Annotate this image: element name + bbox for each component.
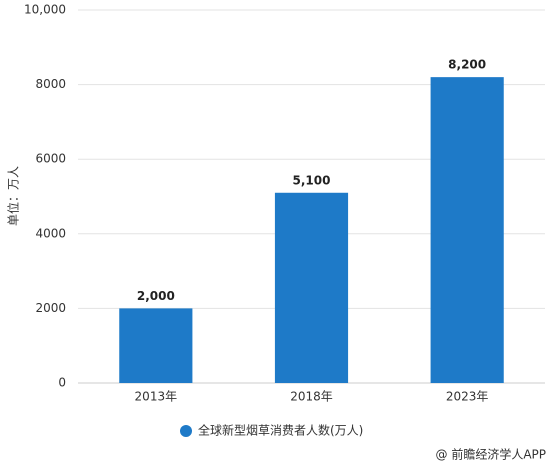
y-tick-label: 6000 bbox=[35, 152, 66, 166]
y-tick-label: 0 bbox=[58, 376, 66, 390]
source: @ 前瞻经济学人APP bbox=[436, 447, 547, 462]
value-label: 8,200 bbox=[448, 58, 486, 72]
x-tick-label: 2013年 bbox=[135, 390, 178, 404]
legend-marker bbox=[180, 425, 192, 437]
bar bbox=[119, 308, 193, 383]
value-label: 5,100 bbox=[293, 173, 331, 187]
legend-label: 全球新型烟草消费者人数(万人) bbox=[198, 423, 363, 438]
y-tick-label: 2000 bbox=[35, 301, 66, 315]
y-tick-label: 8000 bbox=[35, 77, 66, 91]
y-tick-label: 4000 bbox=[35, 226, 66, 240]
value-label: 2,000 bbox=[137, 289, 175, 303]
x-tick-label: 2023年 bbox=[446, 390, 489, 404]
bar bbox=[430, 77, 504, 383]
x-tick-label: 2018年 bbox=[290, 390, 333, 404]
bar bbox=[274, 192, 349, 383]
y-axis-title: 单位：万人 bbox=[6, 166, 21, 226]
y-tick-label: 10,000 bbox=[24, 3, 66, 17]
